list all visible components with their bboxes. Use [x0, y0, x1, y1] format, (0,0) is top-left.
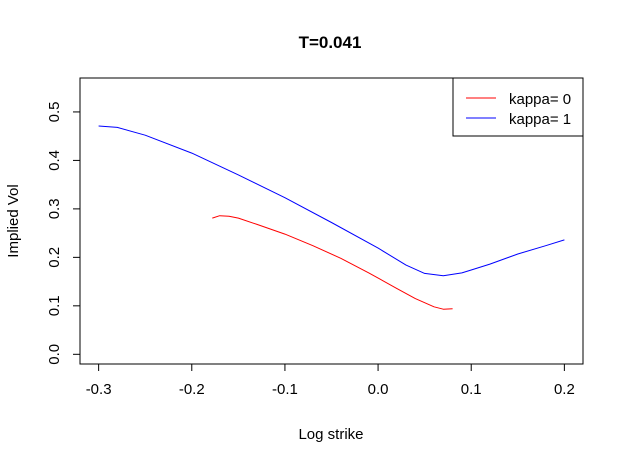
x-tick-label: 0.1 [461, 381, 482, 398]
y-tick-label: 0.3 [46, 198, 63, 219]
y-tick-label: 0.4 [46, 150, 63, 171]
y-axis-label: Implied Vol [5, 184, 22, 257]
legend-label-kappa-1: kappa= 1 [509, 111, 571, 128]
y-axis: 0.0 0.1 0.2 0.3 0.4 0.5 [46, 102, 81, 365]
chart-title: T=0.041 [299, 33, 362, 52]
y-tick-label: 0.2 [46, 247, 63, 268]
legend-label-kappa-0: kappa= 0 [509, 91, 571, 108]
y-tick-label: 0.0 [46, 344, 63, 365]
x-tick-label: -0.1 [272, 381, 298, 398]
y-tick-label: 0.1 [46, 295, 63, 316]
legend: kappa= 0 kappa= 1 [452, 77, 584, 137]
x-tick-label: -0.3 [86, 381, 112, 398]
y-tick-label: 0.5 [46, 102, 63, 123]
series-line-kappa-0 [212, 215, 453, 310]
x-axis: -0.3 -0.2 -0.1 0.0 0.1 0.2 [86, 363, 575, 398]
series-line-kappa-1 [98, 125, 565, 277]
x-tick-label: 0.2 [554, 381, 575, 398]
series-layer [98, 125, 565, 310]
x-tick-label: 0.0 [368, 381, 389, 398]
x-tick-label: -0.2 [179, 381, 205, 398]
legend-box [452, 77, 584, 137]
x-axis-label: Log strike [298, 426, 363, 443]
